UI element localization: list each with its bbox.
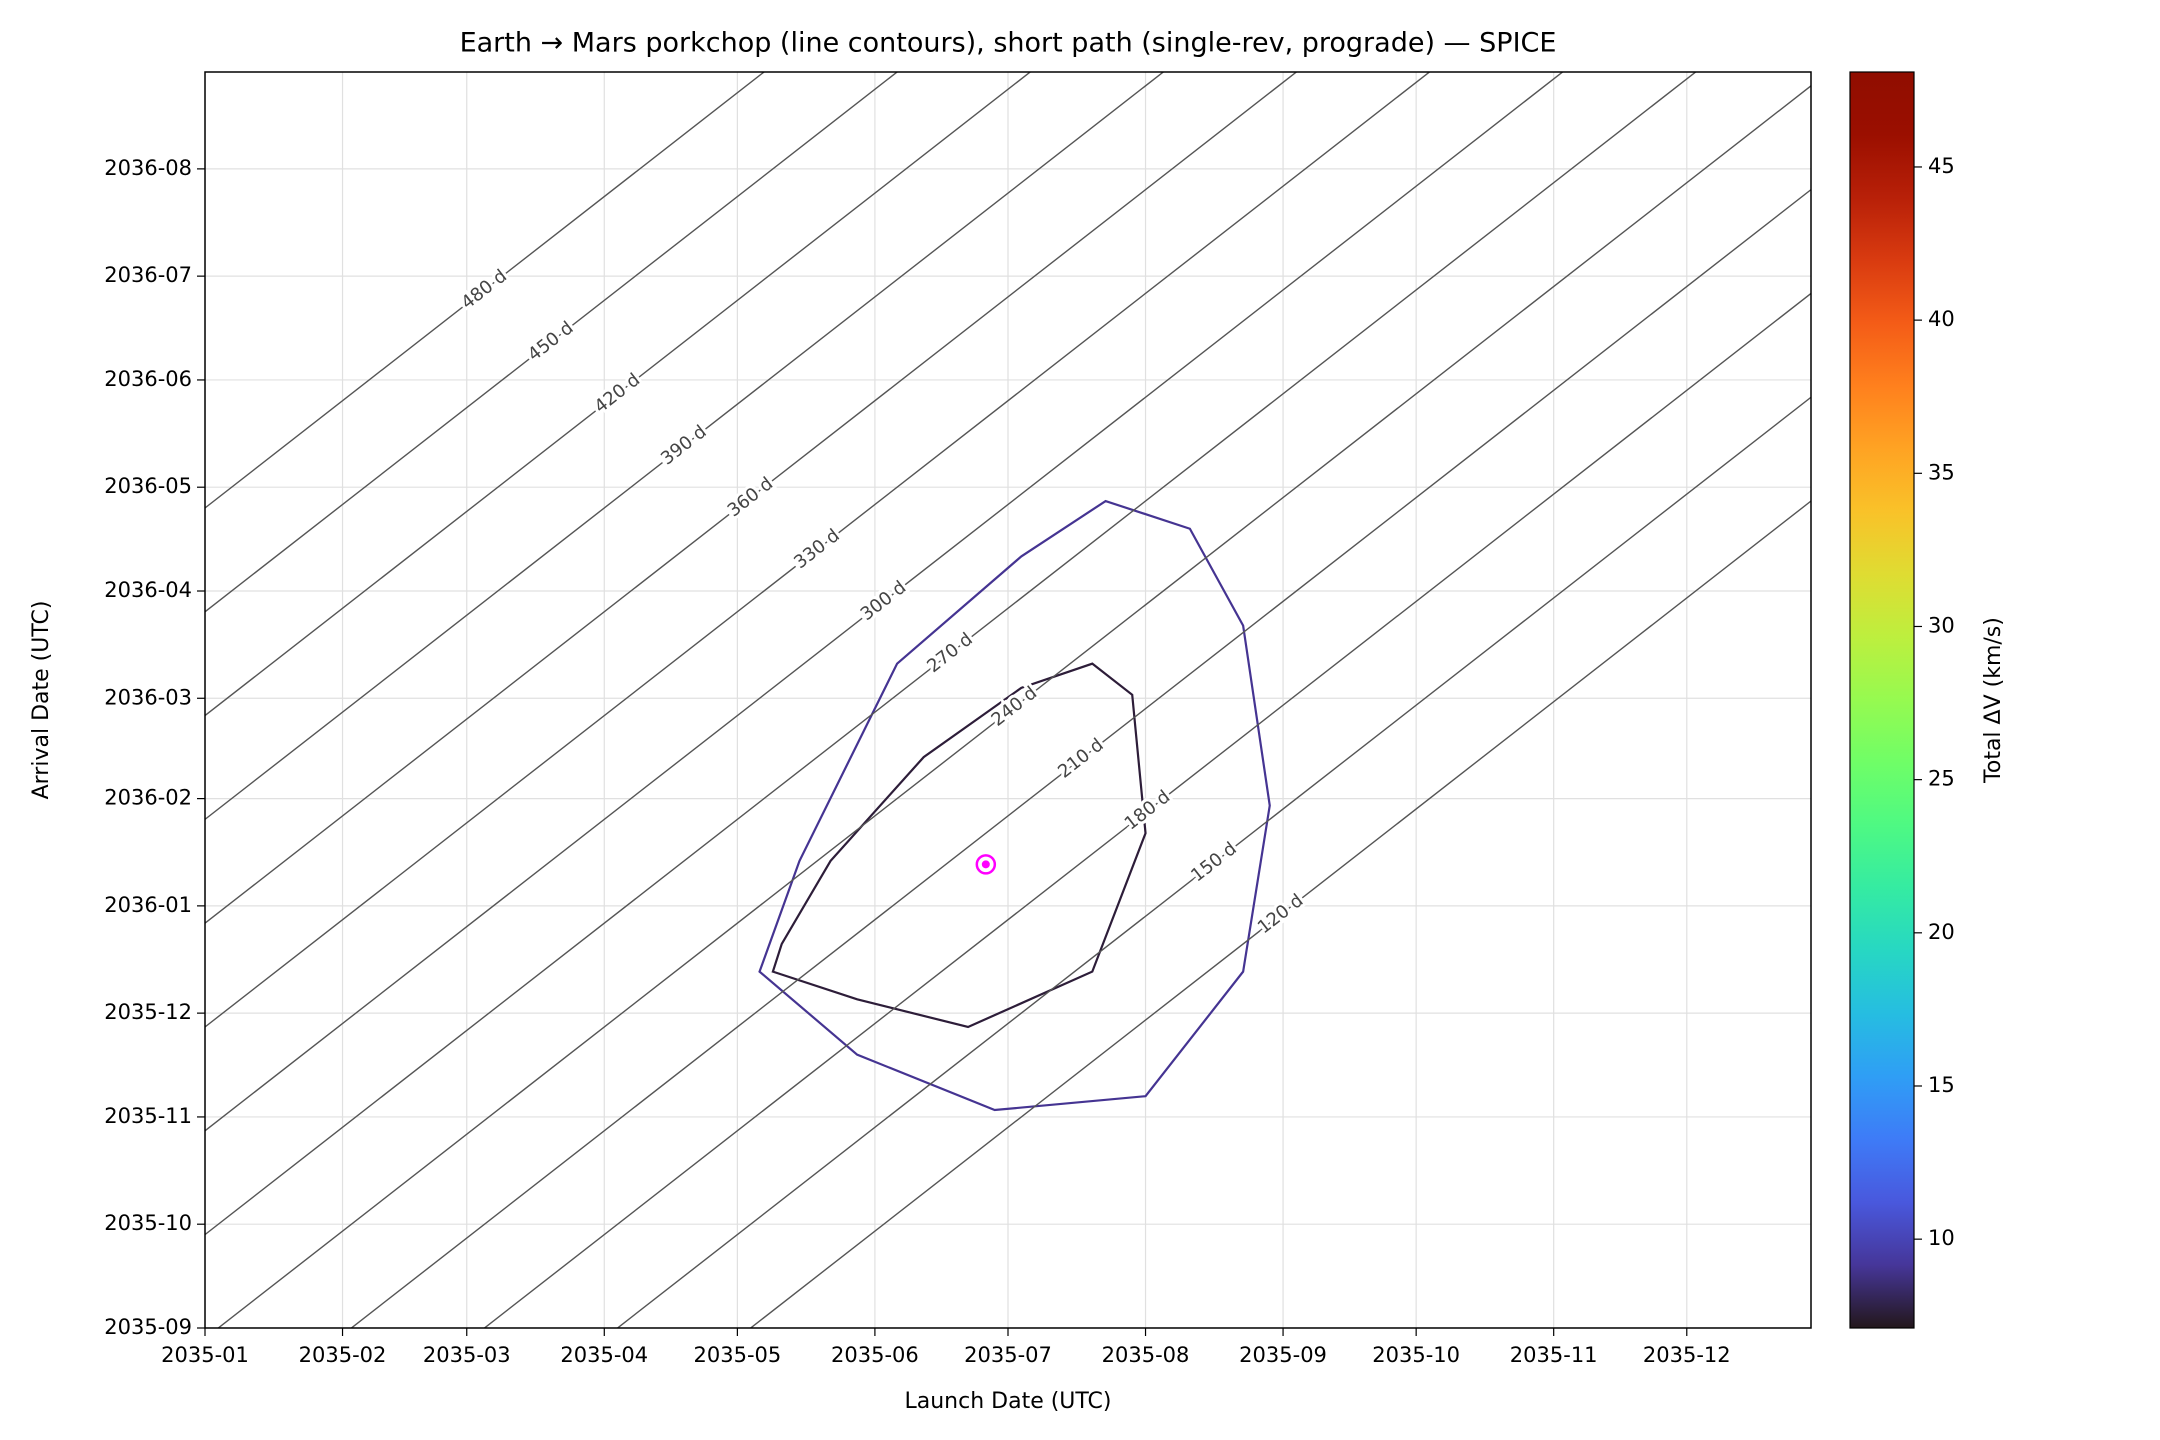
- chart-title: Earth → Mars porkchop (line contours), s…: [460, 28, 1557, 59]
- tof-line: [205, 72, 1032, 717]
- tof-line: [205, 72, 766, 509]
- y-tick-label: 2036-06: [104, 367, 192, 391]
- y-tick-label: 2036-01: [104, 893, 192, 917]
- x-tick-label: 2035-10: [1372, 1343, 1460, 1367]
- x-tick-label: 2035-01: [161, 1343, 249, 1367]
- x-tick-label: 2035-09: [1239, 1343, 1327, 1367]
- y-tick-label: 2036-03: [104, 685, 192, 709]
- y-tick-label: 2035-12: [104, 1000, 192, 1024]
- y-tick-label: 2036-08: [104, 156, 192, 180]
- y-tick-label: 2035-11: [104, 1104, 192, 1128]
- colorbar-tick-label: 30: [1928, 613, 1955, 637]
- y-tick-label: 2036-07: [104, 263, 192, 287]
- x-tick-label: 2035-08: [1102, 1343, 1190, 1367]
- x-tick-label: 2035-03: [423, 1343, 511, 1367]
- tof-line: [205, 72, 1298, 924]
- optimum-ring: [975, 854, 997, 875]
- colorbar-tick-label: 25: [1928, 767, 1955, 791]
- colorbar-tick-label: 20: [1928, 920, 1955, 944]
- tof-line: [749, 500, 1811, 1328]
- optimum-dot: [981, 860, 990, 869]
- colorbar-tick-label: 10: [1928, 1226, 1955, 1250]
- x-tick-label: 2035-07: [964, 1343, 1052, 1367]
- y-axis-label: Arrival Date (UTC): [29, 601, 54, 800]
- x-tick-label: 2035-05: [694, 1343, 782, 1367]
- tof-line: [483, 292, 1811, 1328]
- tof-line: [616, 396, 1811, 1328]
- y-tick-label: 2036-02: [104, 786, 192, 810]
- x-tick-label: 2035-04: [560, 1343, 648, 1367]
- x-tick-label: 2035-06: [831, 1343, 919, 1367]
- colorbar-tick-label: 35: [1928, 460, 1955, 484]
- tof-line: [217, 85, 1811, 1328]
- tof-line: [350, 189, 1811, 1328]
- contour-line: [758, 499, 1271, 1112]
- y-tick-label: 2036-05: [104, 474, 192, 498]
- contour-line: [771, 662, 1147, 1029]
- colorbar-tick-label: 40: [1928, 307, 1955, 331]
- y-tick-label: 2035-10: [104, 1211, 192, 1235]
- tof-line: [205, 72, 1165, 820]
- x-tick-label: 2035-02: [299, 1343, 387, 1367]
- x-axis-label: Launch Date (UTC): [904, 1389, 1111, 1414]
- y-tick-label: 2035-09: [104, 1315, 192, 1339]
- tof-line: [205, 72, 899, 613]
- tof-line: [205, 72, 1431, 1028]
- x-tick-label: 2035-11: [1510, 1343, 1598, 1367]
- colorbar: [1849, 71, 1915, 1329]
- y-tick-label: 2036-04: [104, 578, 192, 602]
- colorbar-tick-label: 45: [1928, 154, 1955, 178]
- colorbar-tick-label: 15: [1928, 1073, 1955, 1097]
- tof-line: [205, 72, 1697, 1236]
- colorbar-label: Total ΔV (km/s): [1981, 617, 2006, 784]
- tof-line: [205, 72, 1564, 1132]
- x-tick-label: 2035-12: [1643, 1343, 1731, 1367]
